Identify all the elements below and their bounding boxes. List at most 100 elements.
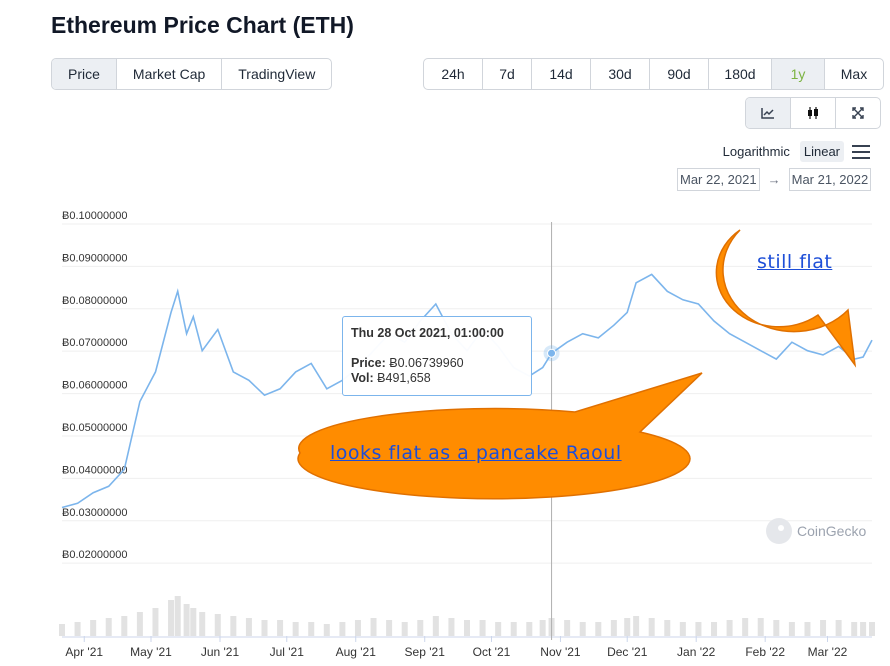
volume-bar (539, 620, 546, 636)
date-range-picker: Mar 22, 2021 → Mar 21, 2022 (677, 168, 872, 191)
volume-bar (214, 614, 221, 636)
annotation-bubble-1 (297, 372, 703, 500)
range-24h-button[interactable]: 24h (424, 59, 483, 89)
x-tick-label: Jul '21 (270, 645, 305, 659)
volume-bar (339, 622, 346, 636)
x-tick-label: Jun '21 (201, 645, 240, 659)
chart-type-toolbar (745, 97, 881, 129)
hamburger-menu-icon[interactable] (852, 144, 870, 159)
volume-bar (323, 624, 330, 636)
price-tooltip: Thu 28 Oct 2021, 01:00:00 Price: Ƀ0.0673… (342, 316, 532, 396)
volume-bar (804, 622, 811, 636)
x-tick-label: Aug '21 (336, 645, 377, 659)
y-tick-label: Ƀ0.09000000 (62, 252, 127, 264)
volume-bar (869, 622, 875, 636)
date-to-input[interactable]: Mar 21, 2022 (788, 168, 872, 191)
volume-bar (292, 622, 299, 636)
x-tick-label: Apr '21 (65, 645, 103, 659)
y-tick-label: Ƀ0.10000000 (62, 210, 127, 222)
volume-bar (370, 618, 377, 636)
volume-bar (610, 620, 617, 636)
volume-bar (190, 608, 197, 636)
volume-bar (121, 616, 128, 636)
volume-bar (820, 620, 827, 636)
volume-bar (464, 620, 470, 636)
y-tick-label: Ƀ0.07000000 (62, 337, 127, 349)
tab-price[interactable]: Price (52, 59, 117, 89)
y-tick-label: Ƀ0.05000000 (62, 422, 127, 434)
date-from-input[interactable]: Mar 22, 2021 (677, 168, 760, 191)
volume-bar (633, 616, 640, 636)
x-tick-label: Mar '22 (808, 645, 848, 659)
volume-bar (432, 616, 439, 636)
volume-bar (788, 622, 795, 636)
volume-bar (695, 622, 702, 636)
tooltip-date: Thu 28 Oct 2021, 01:00:00 (351, 326, 504, 340)
volume-bar (354, 620, 361, 636)
x-tick-label: Feb '22 (745, 645, 785, 659)
volume-bar (199, 612, 206, 636)
tooltip-price: Price: Ƀ0.06739960 (351, 356, 464, 370)
scale-toggle: Logarithmic Linear (713, 141, 870, 162)
volume-bar (624, 618, 631, 636)
x-tick-label: Sep '21 (405, 645, 446, 659)
line-chart-icon (761, 108, 774, 119)
fullscreen-button[interactable] (836, 98, 880, 128)
arrow-right-icon: → (767, 172, 781, 187)
volume-bar (448, 618, 455, 636)
volume-bar (59, 624, 65, 636)
x-tick-label: Nov '21 (540, 645, 581, 659)
volume-bar (105, 618, 112, 636)
volume-bar (579, 622, 586, 636)
volume-bar (479, 620, 486, 636)
volume-bar (510, 622, 517, 636)
volume-bar (835, 620, 842, 636)
range-30d-button[interactable]: 30d (591, 59, 650, 89)
volume-bar (308, 622, 315, 636)
volume-bar (664, 620, 671, 636)
linear-option[interactable]: Linear (799, 141, 844, 162)
volume-bar (526, 622, 533, 636)
volume-bar (773, 620, 780, 636)
tab-tradingview[interactable]: TradingView (238, 66, 316, 82)
volume-bar (386, 620, 393, 636)
volume-bar (401, 622, 408, 636)
volume-bar (168, 600, 175, 636)
volume-bar (742, 618, 749, 636)
x-tick-label: Oct '21 (473, 645, 511, 659)
range-max-button[interactable]: Max (840, 66, 868, 82)
page-title: Ethereum Price Chart (ETH) (51, 12, 354, 38)
tab-market-cap[interactable]: Market Cap (117, 59, 223, 89)
line-chart-button[interactable] (746, 98, 791, 128)
coingecko-watermark: CoinGecko (766, 518, 866, 544)
expand-icon (852, 107, 864, 119)
gecko-logo-icon (766, 518, 792, 544)
volume-bar (261, 620, 268, 636)
time-range-selector: 24h 7d 14d 30d 90d 180d 1y Max (423, 58, 884, 90)
range-180d-button[interactable]: 180d (709, 59, 772, 89)
range-1y-button[interactable]: 1y (772, 59, 825, 89)
volume-bar (417, 620, 424, 636)
volume-bar (851, 622, 858, 636)
range-14d-button[interactable]: 14d (532, 59, 591, 89)
volume-bar (152, 608, 159, 636)
y-tick-label: Ƀ0.02000000 (62, 549, 127, 561)
candlestick-button[interactable] (791, 98, 836, 128)
range-7d-button[interactable]: 7d (483, 59, 532, 89)
annotation-bubble-2 (715, 229, 857, 368)
volume-bar (757, 618, 764, 636)
range-90d-button[interactable]: 90d (650, 59, 709, 89)
x-tick-label: Jan '22 (677, 645, 716, 659)
view-tabs: Price Market Cap TradingView (51, 58, 333, 90)
candlestick-icon (808, 107, 818, 119)
annotation-bubble-1-text: looks flat as a pancake Raoul (330, 442, 622, 464)
volume-bar (245, 618, 252, 636)
volume-bar (860, 622, 867, 636)
x-tick-label: Dec '21 (607, 645, 648, 659)
y-tick-label: Ƀ0.06000000 (62, 380, 127, 392)
logarithmic-option[interactable]: Logarithmic (722, 144, 790, 159)
volume-bar (136, 612, 143, 636)
volume-bar (711, 622, 718, 636)
volume-bar (564, 620, 571, 636)
volume-bar (90, 620, 97, 636)
